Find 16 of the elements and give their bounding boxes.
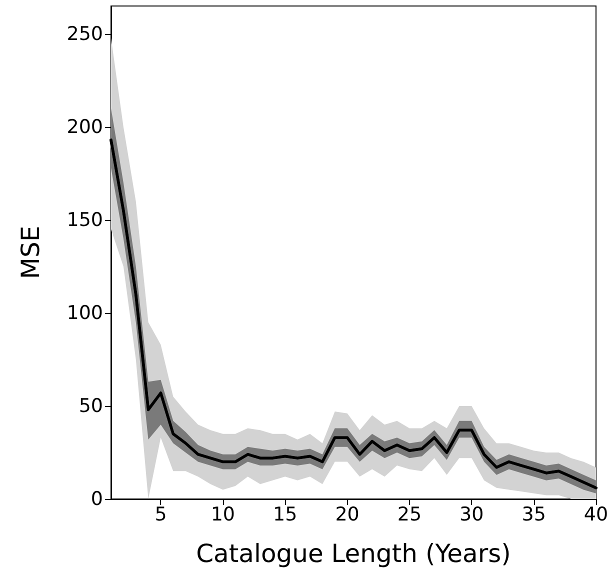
y-tick-label: 200	[66, 116, 103, 138]
x-tick-label: 15	[273, 504, 298, 526]
y-tick-label: 150	[66, 208, 103, 231]
x-tick-label: 25	[397, 504, 422, 526]
y-tick-label: 50	[78, 394, 103, 417]
x-tick-label: 35	[522, 504, 546, 526]
x-tick-label: 20	[335, 504, 360, 526]
y-tick-label: 0	[90, 488, 103, 510]
y-tick-label: 100	[66, 302, 103, 324]
x-tick-label: 40	[584, 504, 608, 526]
y-tick-label: 250	[66, 22, 103, 45]
y-axis-title: MSE	[16, 226, 45, 280]
x-tick-label: 30	[460, 504, 484, 526]
x-tick-label: 10	[210, 504, 236, 526]
x-tick-label: 5	[154, 504, 167, 526]
x-axis-title: Catalogue Length (Years)	[196, 539, 511, 568]
